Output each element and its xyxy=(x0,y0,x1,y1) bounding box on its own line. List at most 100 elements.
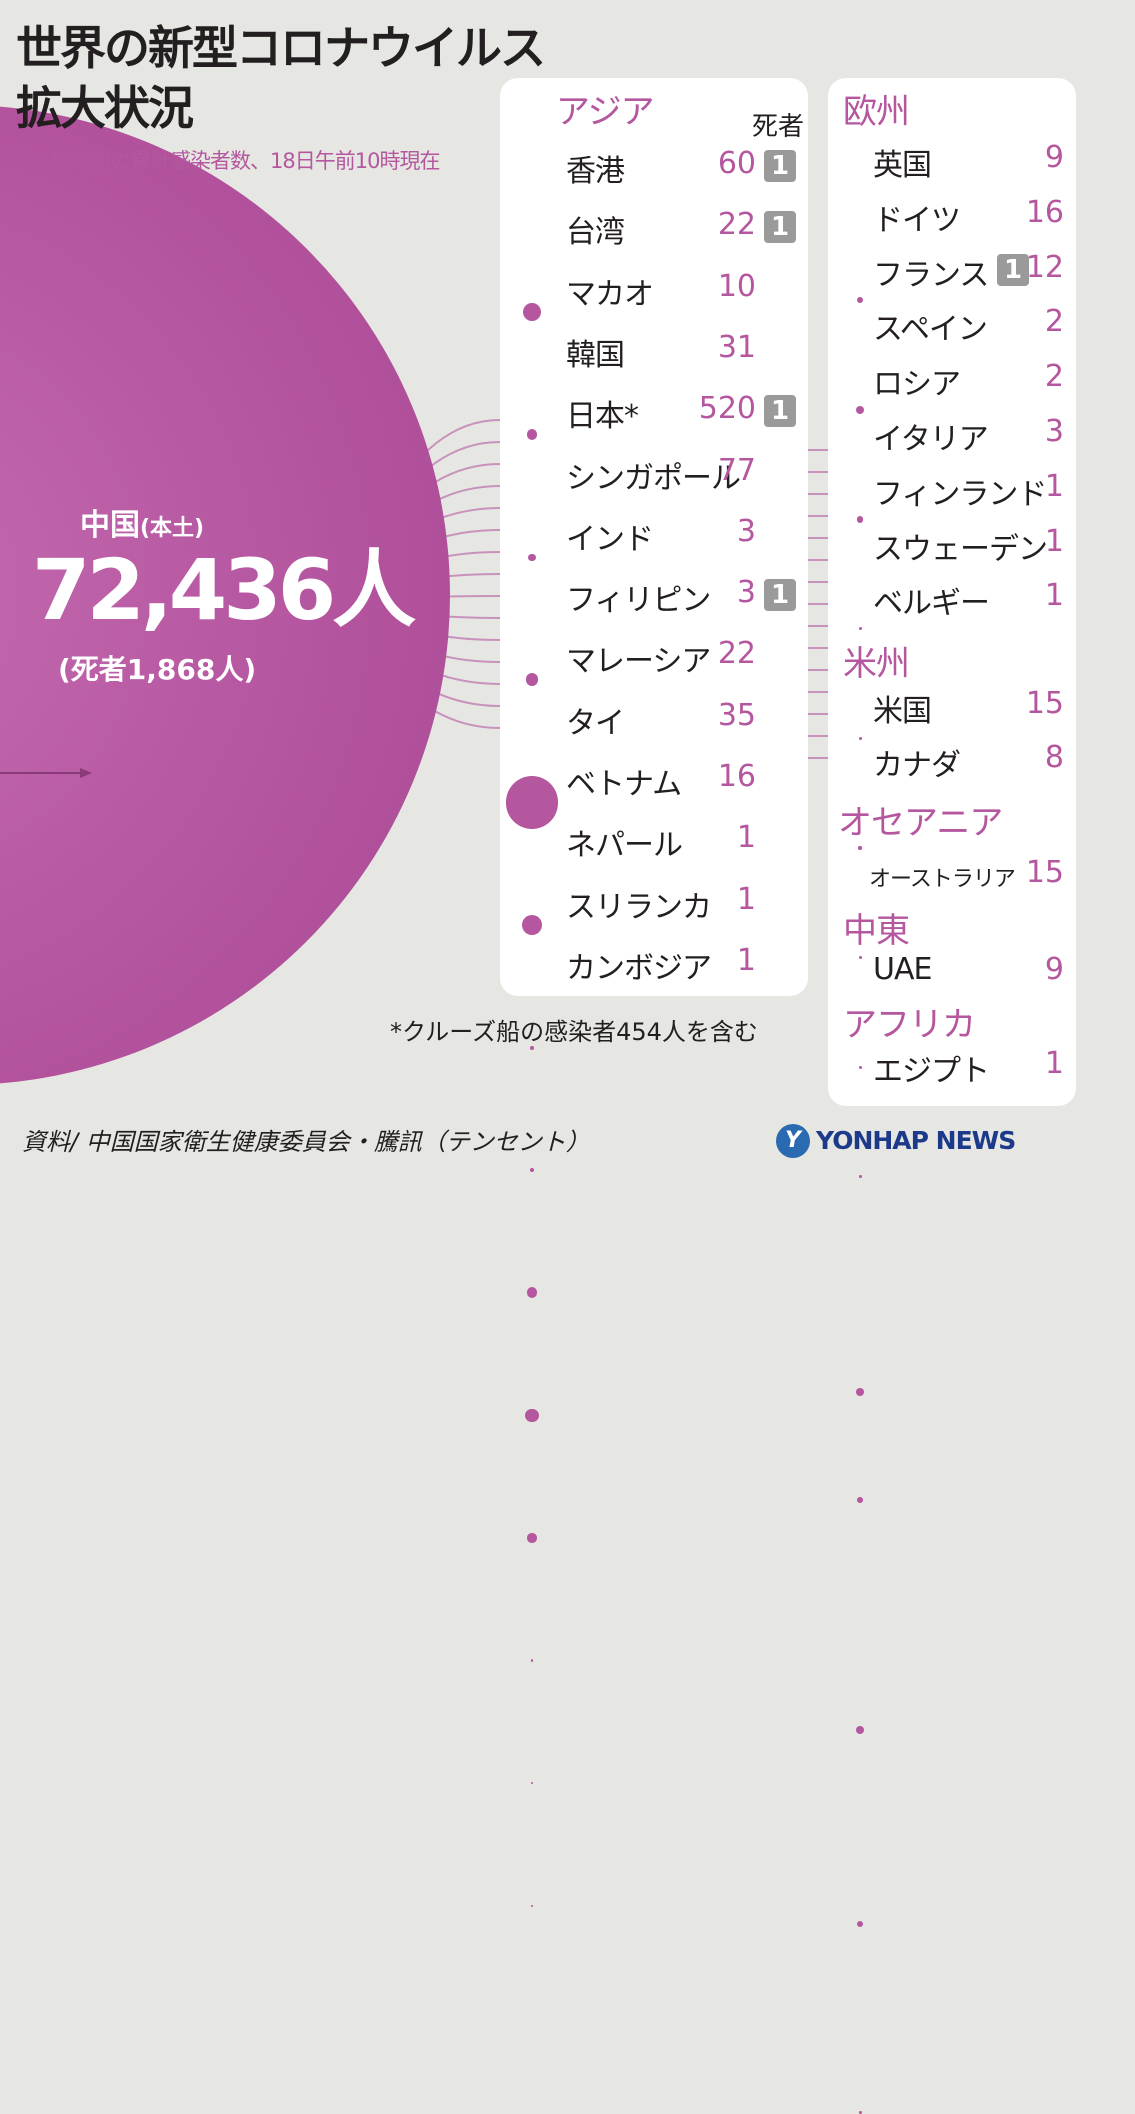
case-dot xyxy=(858,736,862,740)
footnote: *クルーズ船の感染者454人を含む xyxy=(390,1018,758,1046)
country-name: インド xyxy=(566,521,654,557)
case-count: 22 xyxy=(717,207,756,243)
region-title: 米州 xyxy=(843,644,910,684)
page-title: 世界の新型コロナウイルス 拡大状況 xyxy=(16,18,546,138)
china-count: 72,436人 xyxy=(32,540,416,640)
china-label: 中国(本土) xyxy=(80,500,204,544)
china-deaths: (死者1,868人) xyxy=(58,653,257,686)
china-bubble-graphic xyxy=(0,106,828,1084)
case-count: 1 xyxy=(1044,1046,1064,1081)
case-dot xyxy=(856,405,864,414)
deaths-header: 死者 xyxy=(752,112,805,142)
country-name: エジプト xyxy=(873,1054,990,1089)
source-credit: 資料/ 中国国家衛生健康委員会・騰訊（テンセント） xyxy=(22,1128,590,1156)
death-badge: 1 xyxy=(764,395,796,428)
country-name: スウェーデン xyxy=(873,531,1048,567)
country-name: オーストラリア xyxy=(869,867,1016,892)
country-name: イタリア xyxy=(873,422,989,457)
country-name: ドイツ xyxy=(873,202,961,238)
country-name: 日本* xyxy=(566,399,639,435)
case-count: 1 xyxy=(736,942,756,978)
case-count: 16 xyxy=(717,759,756,794)
case-dot xyxy=(526,429,538,440)
case-dot xyxy=(527,1533,537,1543)
case-dot xyxy=(530,1904,534,1907)
logo-mark-icon: Y xyxy=(776,1124,810,1158)
case-count: 22 xyxy=(717,636,756,672)
region-title: オセアニア xyxy=(838,803,1003,843)
case-dot xyxy=(858,1065,862,1069)
death-badge: 1 xyxy=(764,579,796,612)
country-name: フィリピン xyxy=(566,583,711,619)
case-dot xyxy=(858,846,862,850)
logo-text: YONHAP NEWS xyxy=(816,1126,1016,1155)
country-name: スリランカ xyxy=(566,889,712,925)
case-count: 12 xyxy=(1025,249,1064,285)
case-dot xyxy=(858,2110,862,2114)
case-dot xyxy=(858,627,862,631)
death-badge: 1 xyxy=(764,211,796,244)
case-dot xyxy=(505,776,559,829)
country-name: UAE xyxy=(873,952,932,987)
case-count: 15 xyxy=(1025,686,1064,721)
case-count: 16 xyxy=(1025,194,1064,230)
case-count: 1 xyxy=(736,881,756,917)
death-badge: 1 xyxy=(764,150,796,182)
case-dot xyxy=(857,1921,863,1927)
asia-panel xyxy=(500,78,808,996)
china-cases: 72,436 xyxy=(32,541,336,639)
case-count: 3 xyxy=(736,513,756,549)
case-count: 2 xyxy=(1044,304,1064,340)
country-name: 韓国 xyxy=(566,337,625,373)
case-count: 1 xyxy=(1044,578,1064,614)
case-dot xyxy=(856,1726,864,1734)
country-name: ロシア xyxy=(873,367,961,403)
country-name: 台湾 xyxy=(566,215,625,251)
case-count: 77 xyxy=(717,452,756,488)
case-dot xyxy=(530,1659,534,1662)
country-name: フランス xyxy=(873,257,989,293)
case-count: 1 xyxy=(1044,523,1064,559)
case-count: 35 xyxy=(717,697,756,733)
case-count: 1 xyxy=(736,820,756,856)
country-name: 米国 xyxy=(873,694,932,729)
country-name: マカオ xyxy=(566,276,654,312)
arrow-head xyxy=(80,768,92,778)
world-panel xyxy=(828,78,1076,1106)
title-line-1: 世界の新型コロナウイルス xyxy=(16,21,546,75)
case-dot xyxy=(526,1287,538,1299)
case-count: 3 xyxy=(736,575,756,611)
country-name: 英国 xyxy=(873,148,932,183)
case-dot xyxy=(856,1388,864,1396)
case-count: 520 xyxy=(698,391,756,427)
country-name: スペイン xyxy=(873,312,988,348)
country-name: カンボジア xyxy=(566,950,712,986)
china-unit: 人 xyxy=(332,541,416,639)
china-label-text: 中国 xyxy=(80,508,140,543)
case-dot xyxy=(857,1497,863,1503)
case-count: 15 xyxy=(1025,855,1064,890)
country-name: 香港 xyxy=(566,154,625,189)
case-count: 8 xyxy=(1044,740,1064,775)
case-count: 2 xyxy=(1044,359,1064,395)
case-dot xyxy=(530,1168,534,1173)
country-name: マレーシア xyxy=(566,644,711,680)
case-dot xyxy=(858,1175,862,1179)
case-dot xyxy=(521,914,543,936)
case-count: 3 xyxy=(1044,414,1064,449)
case-dot xyxy=(525,1408,539,1423)
case-count: 1 xyxy=(1044,468,1064,504)
case-count: 9 xyxy=(1044,952,1064,987)
case-dot xyxy=(530,1781,534,1785)
china-label-note: (本土) xyxy=(140,516,205,541)
case-dot xyxy=(856,515,864,523)
case-count: 9 xyxy=(1044,140,1064,175)
case-dot xyxy=(857,297,863,303)
country-name: フィンランド xyxy=(873,476,1047,512)
page-subtitle: 国・地域別の累計感染者数、18日午前10時現在 xyxy=(10,149,440,173)
country-name: カナダ xyxy=(873,748,961,783)
case-dot xyxy=(858,956,862,960)
region-title: 中東 xyxy=(843,911,910,951)
case-count: 31 xyxy=(717,329,756,365)
country-name: シンガポール xyxy=(566,460,741,496)
